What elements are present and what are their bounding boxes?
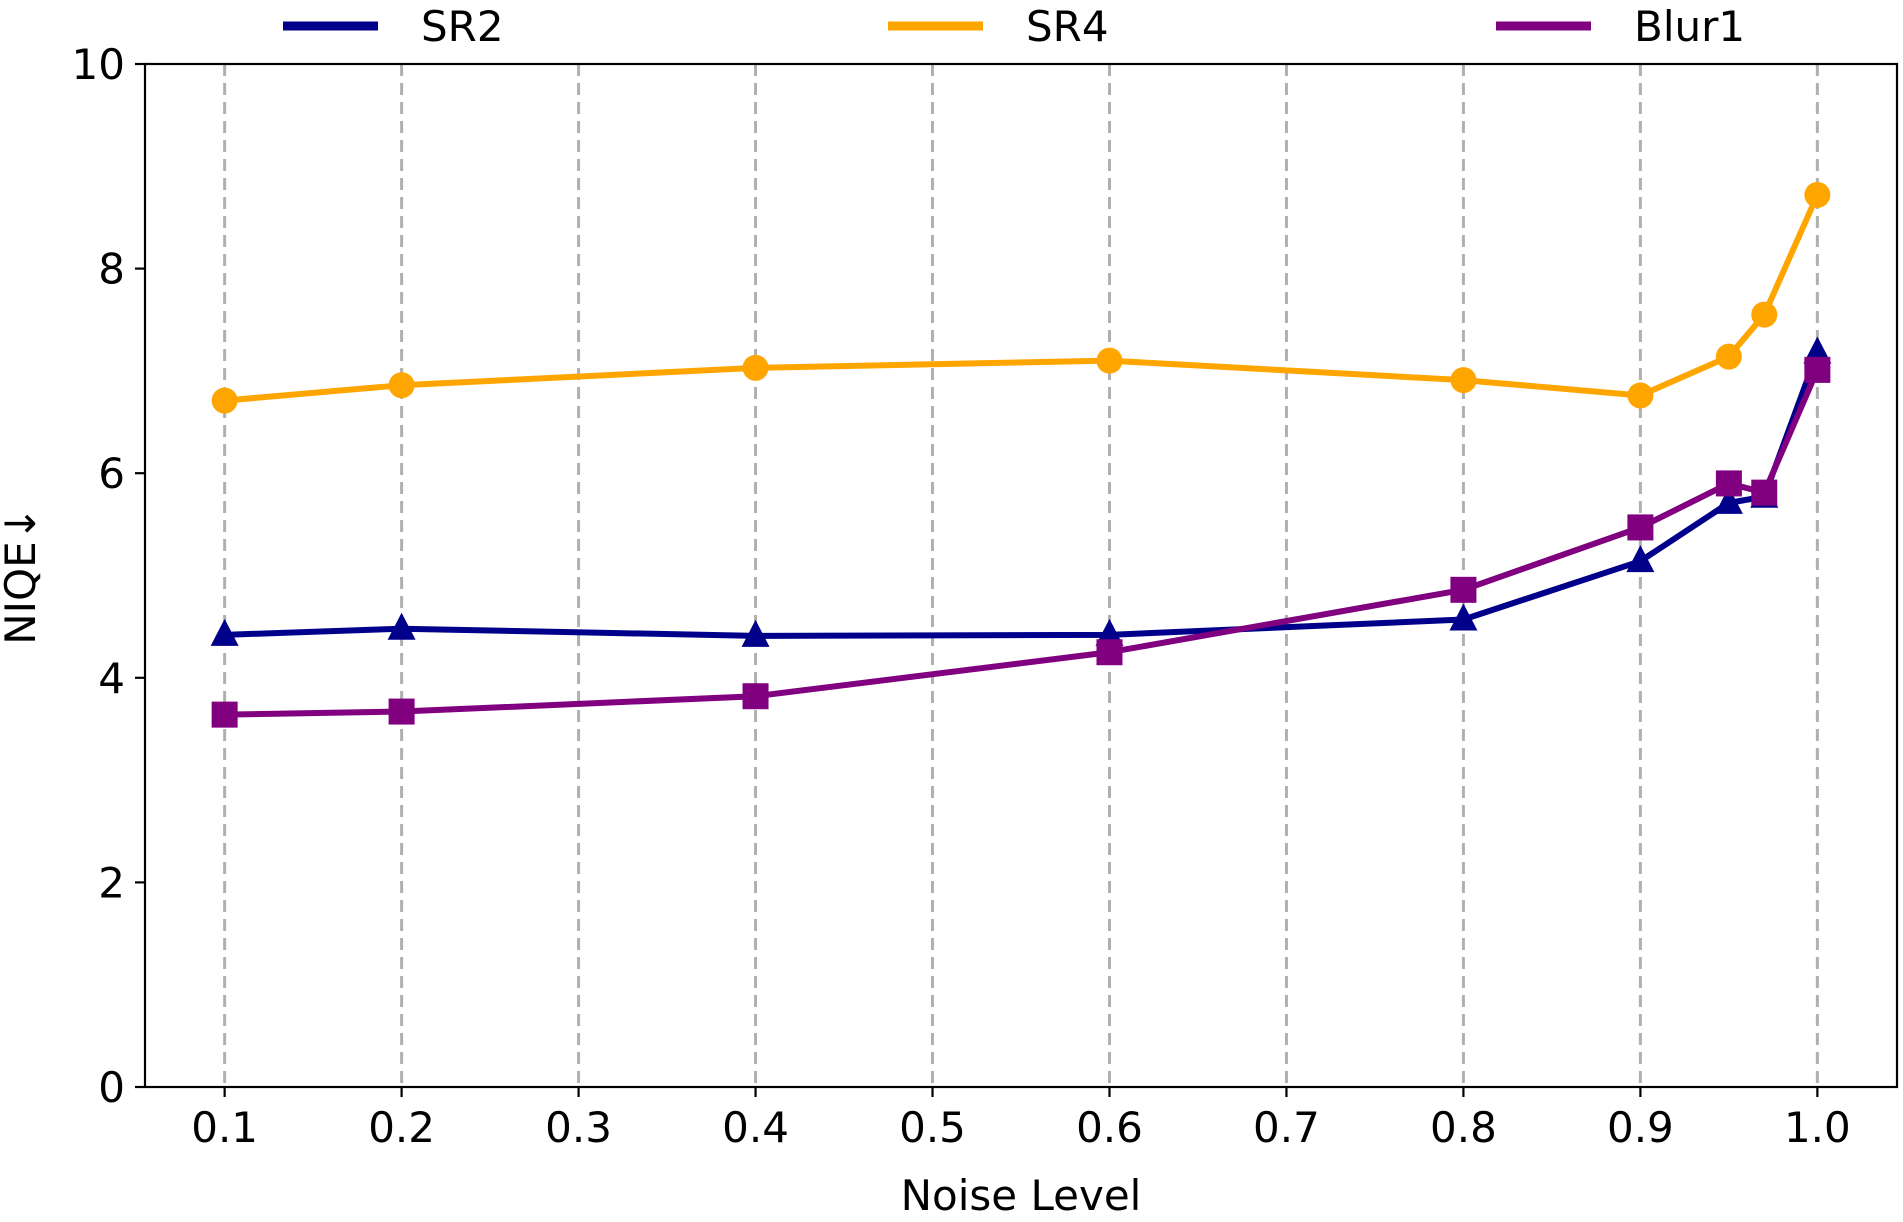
x-tick-label: 0.8 [1430,1103,1497,1152]
data-point-triangle [1095,618,1124,646]
y-tick-label: 8 [98,245,125,294]
legend-item-sr2: SR2 [283,2,504,51]
data-point-triangle [741,619,770,647]
data-point-circle [1450,367,1477,394]
legend-item-blur1: Blur1 [1496,2,1745,51]
x-tick-label: 0.7 [1253,1103,1320,1152]
x-tick-label: 0.2 [368,1103,435,1152]
y-axis-title: NIQE↓ [0,506,45,645]
x-tick-label: 0.1 [191,1103,258,1152]
data-point-triangle [210,618,239,646]
data-point-square [1096,639,1123,666]
series-blur1 [211,356,1831,728]
y-tick-label: 6 [98,449,125,498]
plot-frame [143,62,1899,1089]
data-point-triangle [1714,486,1743,514]
legend-label: SR4 [1026,2,1109,51]
data-point-square [1627,514,1654,541]
data-point-circle [1715,343,1742,370]
data-point-triangle [1803,336,1832,364]
data-point-circle [742,354,769,381]
y-tick-label: 4 [98,654,125,703]
data-point-square [211,701,238,728]
data-point-triangle [387,612,416,640]
data-point-square [1751,479,1778,506]
data-point-triangle [1626,545,1655,573]
legend-label: SR2 [421,2,504,51]
series-line [221,366,1821,718]
legend-item-sr4: SR4 [888,2,1109,51]
data-point-circle [1804,181,1831,208]
x-tick-label: 1.0 [1784,1103,1851,1152]
data-point-square [742,683,769,710]
y-tick-label: 10 [72,40,125,89]
x-tick-label: 0.9 [1607,1103,1674,1152]
grid-lines [223,64,1819,1087]
data-point-circle [1627,382,1654,409]
axes: 0.1 0.2 0.3 0.4 0.5 0.6 0.7 0.8 0.9 1.0 0 2 4 6 8 10 [72,40,1899,1152]
data-point-square [1715,470,1742,497]
data-point-square [1450,576,1477,603]
data-point-circle [388,372,415,399]
x-tick-label: 0.6 [1076,1103,1143,1152]
data-point-circle [211,387,238,414]
x-tick-label: 0.4 [722,1103,789,1152]
data-point-circle [1096,347,1123,374]
legend-label: Blur1 [1634,2,1745,51]
data-point-triangle [1449,603,1478,631]
series [210,181,1832,728]
series-line [221,191,1821,404]
x-tick-label: 0.5 [899,1103,966,1152]
legend: SR2 SR4 Blur1 [283,2,1745,51]
data-point-circle [1751,301,1778,328]
data-point-square [1804,356,1831,383]
x-tick-label: 0.3 [545,1103,612,1152]
x-axis-title: Noise Level [901,1171,1142,1220]
y-tick-label: 0 [98,1063,125,1112]
y-tick-label: 2 [98,858,125,907]
series-line [221,349,1821,639]
data-point-square [388,698,415,725]
series-sr4 [211,181,1831,414]
